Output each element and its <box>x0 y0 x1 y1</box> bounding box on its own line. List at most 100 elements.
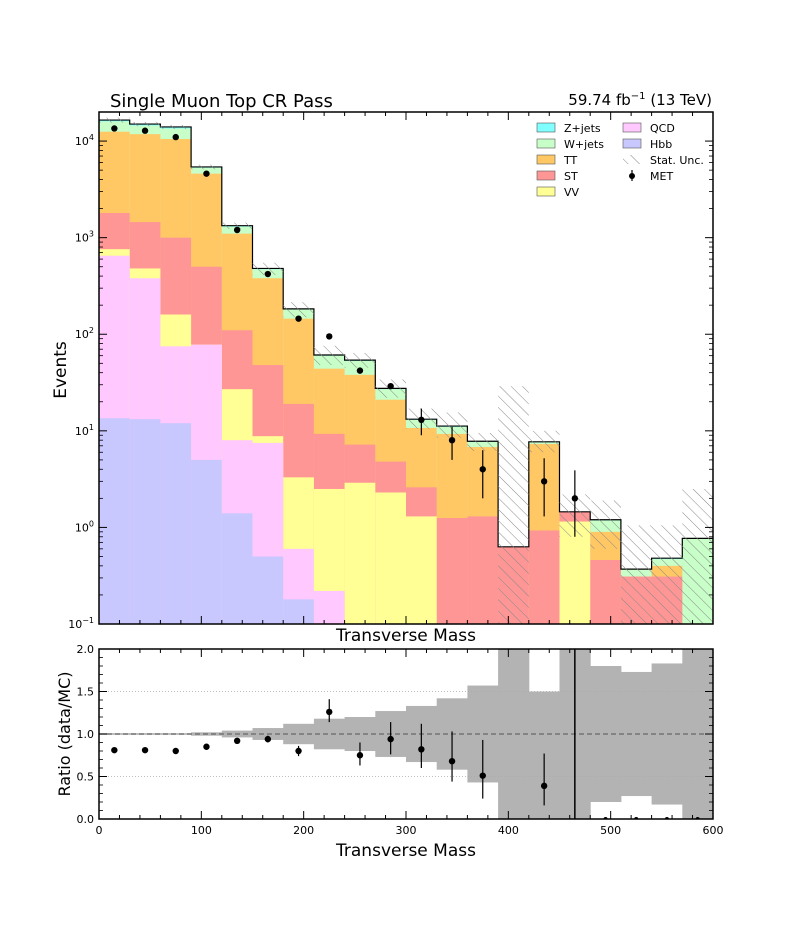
ratio-x-tick-label: 400 <box>498 824 519 837</box>
y-tick-label: 10−1 <box>68 616 94 631</box>
data-point-13 <box>540 478 548 485</box>
ratio-x-tick-label: 600 <box>703 824 724 837</box>
legend-item-w-jets: W+jets <box>536 138 604 151</box>
stat-unc-bin-0 <box>99 117 130 123</box>
chart-title: Single Muon Top CR Pass <box>110 91 333 112</box>
ratio-y-tick-label: 1.5 <box>77 686 95 699</box>
legend-label: Stat. Unc. <box>650 154 704 167</box>
bar-vv-bin-15 <box>559 521 591 624</box>
bar-vv-bin-8 <box>344 482 376 624</box>
lumi-label: 59.74 fb−1 (13 TeV) <box>568 91 712 109</box>
stat-unc-bin-7 <box>313 345 345 366</box>
bar-hbb-bin-4 <box>221 513 253 624</box>
ratio-point-10 <box>418 746 425 753</box>
bar-vv-bin-10 <box>406 516 437 624</box>
legend: Z+jets QCD W+jets Hbb TT Stat. Unc. ST MET VV <box>536 122 704 199</box>
ratio-gridlines <box>99 691 713 777</box>
stacked-histogram <box>99 119 713 624</box>
ratio-y-axis-label: Ratio (data/MC) <box>55 671 74 796</box>
stat-unc-bin-5 <box>252 262 284 276</box>
data-point-5 <box>264 270 272 278</box>
legend-swatch <box>536 122 556 133</box>
ratio-unc-bin-0 <box>99 733 131 735</box>
legend-label: Hbb <box>650 138 672 151</box>
data-points <box>111 125 579 537</box>
stat-unc-hatch <box>99 117 713 624</box>
bar-st-bin-16 <box>590 559 621 624</box>
data-point-2 <box>172 133 179 141</box>
ratio-point-9 <box>387 735 394 743</box>
stat-unc-bin-19 <box>682 488 713 624</box>
main-x-ticks <box>98 112 714 624</box>
legend-label: ST <box>564 170 578 183</box>
legend-item-qcd: QCD <box>622 122 675 135</box>
y-tick-label: 104 <box>75 133 94 148</box>
ratio-point-11 <box>448 758 456 765</box>
data-point-14 <box>571 495 579 502</box>
data-point-3 <box>203 170 210 177</box>
stat-unc-bin-16 <box>590 500 621 549</box>
data-point-8 <box>356 367 364 374</box>
ratio-unc-bin-1 <box>129 733 161 735</box>
stat-unc-bin-13 <box>498 386 529 624</box>
data-point-6 <box>295 315 302 322</box>
ratio-x-axis-label: Transverse Mass <box>335 841 476 861</box>
data-point-0 <box>111 125 118 132</box>
legend-swatch <box>622 122 642 133</box>
stat-unc-bin-12 <box>467 432 499 451</box>
stat-unc-bin-14 <box>528 430 560 453</box>
ratio-y-tick-label: 1.0 <box>77 728 95 741</box>
ratio-x-tick-label: 100 <box>191 824 212 837</box>
data-point-12 <box>479 466 486 473</box>
bar-qcd-bin-7 <box>313 590 345 624</box>
stat-unc-bin-6 <box>283 302 314 318</box>
main-y-axis-label: Events <box>51 341 71 399</box>
main-y-ticks: 10−1 100 101 102 103 104 <box>68 111 713 631</box>
ratio-x-tick-label: 500 <box>600 824 621 837</box>
bar-st-bin-14 <box>528 530 560 624</box>
legend-label: TT <box>563 154 578 167</box>
legend-marker <box>629 173 635 179</box>
y-tick-label: 103 <box>75 230 94 245</box>
ratio-point-12 <box>479 772 486 779</box>
ratio-point-8 <box>356 752 364 759</box>
ratio-point-13 <box>540 782 548 790</box>
data-point-9 <box>387 382 394 390</box>
stat-unc-bin-4 <box>221 222 253 229</box>
stat-unc-bin-8 <box>344 352 376 368</box>
ratio-x-tick-label: 200 <box>293 824 314 837</box>
ratio-point-2 <box>172 747 179 755</box>
legend-item-tt: TT <box>536 154 578 167</box>
legend-item-st: ST <box>536 170 578 183</box>
legend-swatch <box>536 170 556 181</box>
legend-label: VV <box>564 186 580 199</box>
data-point-10 <box>418 416 425 424</box>
ratio-y-ticks: 0.0 0.5 1.0 1.5 2.0 <box>77 643 713 826</box>
bar-hbb-bin-2 <box>160 423 192 624</box>
data-point-11 <box>448 436 456 444</box>
bar-st-bin-11 <box>436 518 468 624</box>
bar-hbb-bin-3 <box>191 459 222 624</box>
ratio-point-0 <box>111 746 118 754</box>
ratio-point-4 <box>233 737 241 744</box>
legend-swatch-hatch <box>623 155 641 164</box>
ratio-point-1 <box>141 746 149 754</box>
lumi-energy: (13 TeV) <box>650 91 712 109</box>
legend-item-hbb: Hbb <box>622 138 672 151</box>
y-tick-label: 102 <box>75 326 94 341</box>
legend-item-vv: VV <box>536 186 580 199</box>
bar-hbb-bin-1 <box>129 419 161 624</box>
data-point-1 <box>141 127 149 134</box>
legend-item-met: MET <box>629 170 673 183</box>
y-tick-label: 101 <box>75 423 94 438</box>
main-x-axis-label: Transverse Mass <box>335 626 476 646</box>
ratio-point-5 <box>264 735 272 743</box>
lumi-value: 59.74 fb <box>568 91 631 109</box>
ratio-y-tick-label: 2.0 <box>77 643 95 656</box>
bar-hbb-bin-5 <box>252 556 284 624</box>
legend-label: W+jets <box>564 138 604 151</box>
legend-item-z-jets: Z+jets <box>536 122 601 135</box>
ratio-y-tick-label: 0.0 <box>77 813 95 826</box>
legend-swatch <box>536 186 556 197</box>
